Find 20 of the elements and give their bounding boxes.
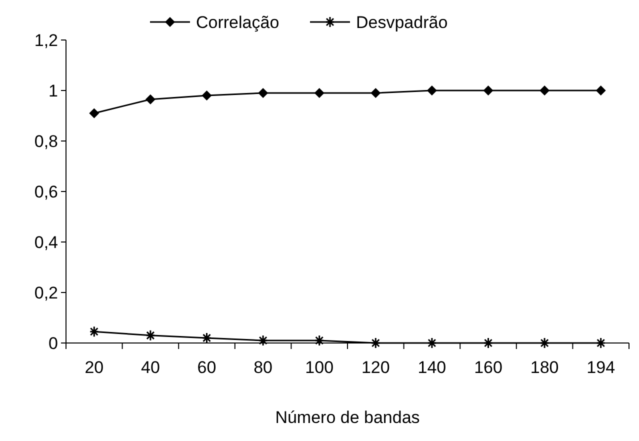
y-tick-label: 0,2 [34, 283, 58, 302]
x-tick-label: 60 [197, 358, 216, 377]
x-axis-title: Número de bandas [275, 408, 420, 427]
x-tick-label: 160 [474, 358, 502, 377]
x-tick-label: 180 [530, 358, 559, 377]
x-tick-label: 140 [418, 358, 446, 377]
y-tick-label: 1 [48, 81, 58, 100]
x-tick-label: 100 [305, 358, 334, 377]
legend-label: Desvpadrão [356, 12, 448, 32]
x-tick-label: 40 [140, 358, 160, 377]
y-tick-label: 0,6 [34, 182, 58, 202]
y-tick-label: 1,2 [34, 30, 58, 50]
x-tick-label: 80 [254, 358, 273, 377]
x-tick-label: 20 [84, 358, 104, 377]
y-tick-label: 0 [48, 334, 58, 353]
y-tick-label: 0,4 [34, 232, 58, 252]
x-tick-label: 194 [586, 358, 616, 377]
x-tick-label: 120 [361, 358, 390, 377]
legend-label: Correlação [196, 12, 280, 32]
y-tick-label: 0,8 [34, 132, 58, 151]
